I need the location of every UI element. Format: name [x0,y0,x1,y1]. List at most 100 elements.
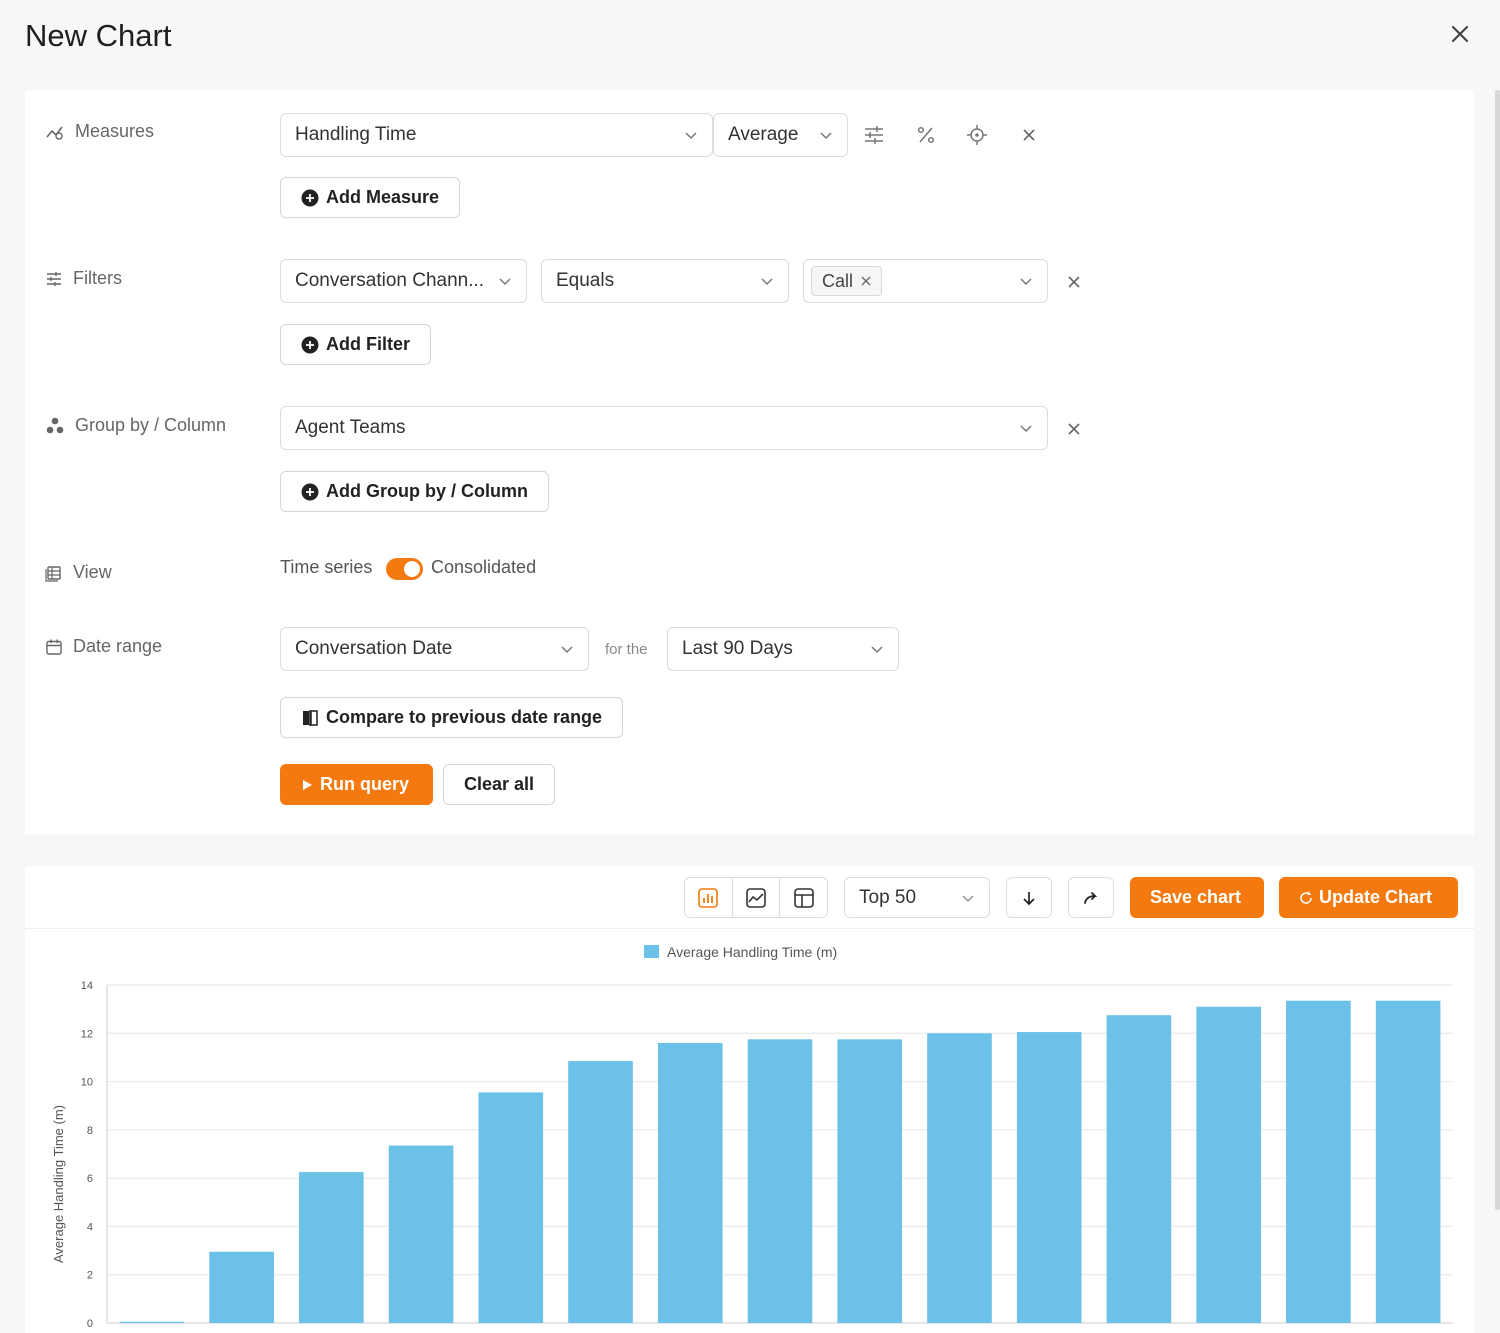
top-n-select[interactable]: Top 50 [844,877,990,918]
group-by-label-row: Group by / Column [45,415,226,436]
percent-icon[interactable] [914,123,938,147]
filter-chip-label: Call [822,270,854,291]
bar-chart-icon [698,887,719,908]
bar [1286,1000,1351,1323]
filter-operator-value: Equals [556,270,615,291]
clear-all-label: Clear all [464,774,535,794]
date-period-value: Last 90 Days [682,638,793,659]
compare-icon [303,709,318,726]
scrollbar[interactable] [1495,90,1500,1210]
group-by-select[interactable]: Agent Teams [280,406,1048,450]
update-chart-button[interactable]: Update Chart [1279,877,1458,918]
bar [927,1033,992,1323]
share-button[interactable] [1068,877,1114,918]
run-query-label: Run query [320,774,410,794]
bar [299,1172,364,1323]
chevron-down-icon [685,132,697,140]
filters-label-row: Filters [45,268,122,289]
y-tick-label: 10 [81,1077,93,1089]
add-group-by-button[interactable]: Add Group by / Column [280,471,549,512]
save-chart-label: Save chart [1150,887,1242,907]
y-tick-label: 12 [81,1028,93,1040]
top-n-value: Top 50 [859,886,917,908]
bar [209,1251,274,1323]
group-dots-icon [46,417,64,433]
y-tick-label: 4 [87,1221,93,1233]
for-the-text: for the [605,641,648,658]
target-icon[interactable] [965,123,989,147]
filter-value-select[interactable]: Call [803,259,1048,303]
remove-filter-icon[interactable] [1062,270,1086,294]
chevron-down-icon [561,646,573,654]
aggregation-select[interactable]: Average [713,113,848,157]
plus-circle-icon [301,189,319,206]
bar [837,1039,903,1323]
chevron-down-icon [761,278,773,286]
add-filter-button[interactable]: Add Filter [280,324,431,365]
time-series-option[interactable]: Time series [280,557,373,577]
dialog-title: New Chart [25,18,172,53]
group-by-label: Group by / Column [75,415,227,435]
measure-field-select[interactable]: Handling Time [280,113,713,157]
chevron-down-icon [820,132,832,140]
close-icon[interactable] [1446,20,1474,48]
line-chart-type[interactable] [733,878,781,917]
filter-value-chip: Call [811,266,883,296]
remove-measure-icon[interactable] [1017,123,1041,147]
view-toggle[interactable] [386,558,423,580]
update-chart-label: Update Chart [1319,887,1433,907]
group-by-value: Agent Teams [295,417,406,438]
bar [1375,1000,1441,1323]
chip-remove-icon[interactable] [861,276,871,286]
refresh-icon [1300,891,1312,904]
download-button[interactable] [1006,877,1052,918]
bar-chart-type[interactable] [685,878,733,917]
chart-panel: Top 50 Save chart Update Chart Average H… [25,866,1474,1333]
compare-date-range-button[interactable]: Compare to previous date range [280,697,624,738]
bar-chart: Average Handling Time (m) 0 2 4 6 8 10 12 14 Aver… [51,944,1453,1330]
toolbar-divider [25,928,1474,929]
chevron-down-icon [499,278,511,286]
compare-label: Compare to previous date range [326,707,603,727]
measures-label-row: Measures [45,121,154,142]
plus-circle-icon [301,336,319,353]
legend-swatch [644,945,659,958]
filter-operator-select[interactable]: Equals [541,259,789,303]
add-group-by-label: Add Group by / Column [326,481,528,501]
filter-field-value: Conversation Chann... [295,270,485,291]
bar [478,1092,544,1323]
y-tick-label: 8 [87,1125,93,1137]
filter-field-select[interactable]: Conversation Chann... [280,259,527,303]
consolidated-option[interactable]: Consolidated [431,557,537,577]
measures-label: Measures [75,121,155,141]
y-tick-label: 6 [87,1173,93,1185]
play-icon [303,779,312,790]
run-query-button[interactable]: Run query [280,764,433,805]
add-measure-button[interactable]: Add Measure [280,177,461,218]
chart-type-switcher [684,877,828,918]
y-tick-label: 14 [81,980,93,992]
share-arrow-icon [1084,891,1098,904]
view-label: View [73,562,112,582]
chevron-down-icon [871,646,883,654]
filter-sliders-icon [47,271,61,286]
arrow-down-icon [1023,891,1035,905]
table-view-icon [45,565,61,582]
remove-group-icon[interactable] [1062,417,1086,441]
view-label-row: View [45,562,112,583]
bar [568,1061,633,1323]
date-range-label: Date range [73,636,163,656]
clear-all-button[interactable]: Clear all [443,764,556,805]
table-chart-type[interactable] [780,878,827,917]
bar [747,1039,813,1323]
y-tick-label: 0 [87,1318,93,1330]
sliders-icon[interactable] [862,123,886,147]
measure-field-value: Handling Time [295,124,417,145]
chevron-down-icon [962,895,974,902]
legend-label: Average Handling Time (m) [667,944,837,960]
date-field-select[interactable]: Conversation Date [280,627,589,671]
save-chart-button[interactable]: Save chart [1130,877,1264,918]
add-measure-label: Add Measure [326,187,440,207]
y-tick-label: 2 [87,1270,93,1282]
date-period-select[interactable]: Last 90 Days [667,627,899,671]
